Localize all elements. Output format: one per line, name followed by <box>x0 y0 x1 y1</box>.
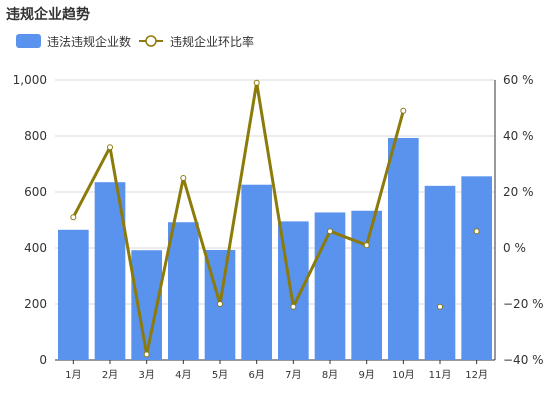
y-right-tick-label: 0 % <box>503 241 526 255</box>
line-point-12 <box>473 228 480 235</box>
legend-swatch-marker <box>145 35 157 47</box>
y-left-tick-label: 200 <box>24 297 47 311</box>
bar-11 <box>424 185 456 360</box>
x-tick-label: 5月 <box>212 369 228 381</box>
y-left-tick-label: 800 <box>24 129 47 143</box>
x-tick-label: 11月 <box>429 369 452 381</box>
x-tick-label: 1月 <box>65 369 81 381</box>
x-tick-label: 12月 <box>465 369 488 381</box>
line-point-2 <box>107 144 113 151</box>
y-left-tick-label: 0 <box>39 353 47 367</box>
legend-label-bar: 违法违规企业数 <box>47 34 131 49</box>
x-tick-label: 9月 <box>358 369 374 381</box>
line-series <box>72 81 405 356</box>
bar-10 <box>388 137 419 360</box>
y-right-tick-label: −20 % <box>503 297 544 311</box>
chart-title: 违规企业趋势 <box>6 7 90 23</box>
bar-12 <box>461 176 492 360</box>
line-point-4 <box>180 175 187 181</box>
x-tick-label: 6月 <box>248 369 264 381</box>
x-tick-label: 4月 <box>175 369 191 381</box>
x-tick-label: 10月 <box>392 369 415 381</box>
bar-6 <box>241 184 272 360</box>
y-right-tick-label: 40 % <box>503 129 534 143</box>
line-point-11 <box>437 303 443 310</box>
x-tick-label: 7月 <box>285 369 301 381</box>
bar-4 <box>168 222 199 360</box>
y-left-tick-label: 400 <box>24 241 47 255</box>
line-point-3 <box>143 351 150 358</box>
x-tick-label: 2月 <box>102 369 118 381</box>
y-left-tick-label: 1,000 <box>13 73 47 87</box>
line-point-6 <box>253 79 260 86</box>
line-point-5 <box>217 301 223 307</box>
line-point-9 <box>363 242 370 249</box>
legend-swatch-bar <box>16 34 41 48</box>
y-right-tick-label: 60 % <box>503 73 534 87</box>
line-point-8 <box>327 228 333 235</box>
bar-9 <box>351 210 382 360</box>
x-tick-label: 3月 <box>138 369 154 381</box>
line-point-1 <box>70 214 77 221</box>
y-left-tick-label: 600 <box>24 185 47 199</box>
y-right-tick-label: −40 % <box>503 353 544 367</box>
y-right-tick-label: 20 % <box>503 185 534 199</box>
line-point-7 <box>290 303 297 310</box>
bar-1 <box>58 229 89 360</box>
legend-label-line: 违规企业环比率 <box>170 34 254 49</box>
bar-8 <box>314 212 346 360</box>
legend: 违法违规企业数 违规企业环比率 <box>16 34 254 49</box>
x-tick-label: 8月 <box>322 369 338 381</box>
line-point-10 <box>400 107 407 114</box>
